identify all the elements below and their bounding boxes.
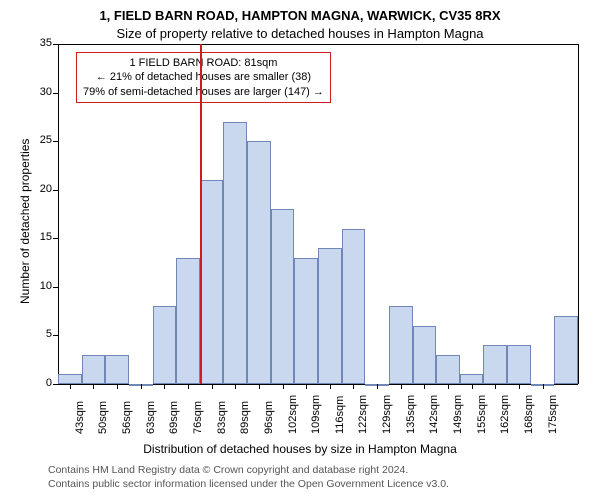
ytick-label: 35 — [22, 37, 52, 49]
xtick-label: 96sqm — [263, 401, 275, 434]
xtick-mark — [353, 384, 354, 389]
chart-container: { "chart": { "type": "histogram", "title… — [0, 0, 600, 500]
xtick-mark — [543, 384, 544, 389]
ytick-label: 30 — [22, 86, 52, 98]
xtick-mark — [141, 384, 142, 389]
footer-line2: Contains public sector information licen… — [48, 478, 449, 490]
xtick-label: 175sqm — [547, 395, 559, 434]
axis-line — [58, 44, 59, 384]
xtick-mark — [70, 384, 71, 389]
xtick-mark — [377, 384, 378, 389]
xtick-label: 56sqm — [121, 401, 133, 434]
annotation-line3: 79% of semi-detached houses are larger (… — [83, 85, 324, 99]
histogram-bar — [436, 355, 460, 384]
histogram-bar — [507, 345, 531, 384]
footer-line1: Contains HM Land Registry data © Crown c… — [48, 464, 408, 476]
xtick-mark — [235, 384, 236, 389]
ytick-mark — [53, 190, 58, 191]
histogram-bar — [223, 122, 247, 384]
xtick-mark — [93, 384, 94, 389]
xtick-label: 155sqm — [476, 395, 488, 434]
xtick-mark — [117, 384, 118, 389]
xtick-mark — [259, 384, 260, 389]
histogram-bar — [294, 258, 318, 384]
histogram-bar — [413, 326, 437, 384]
axis-line — [578, 44, 579, 384]
ytick-mark — [53, 384, 58, 385]
axis-line — [58, 44, 578, 45]
ytick-mark — [53, 335, 58, 336]
xtick-mark — [188, 384, 189, 389]
xtick-label: 129sqm — [381, 395, 393, 434]
histogram-bar — [554, 316, 578, 384]
xtick-label: 76sqm — [192, 401, 204, 434]
chart-subtitle: Size of property relative to detached ho… — [0, 26, 600, 41]
ytick-label: 15 — [22, 231, 52, 243]
xtick-label: 89sqm — [239, 401, 251, 434]
histogram-bar — [200, 180, 224, 384]
xtick-mark — [519, 384, 520, 389]
ytick-label: 5 — [22, 328, 52, 340]
xtick-label: 83sqm — [216, 401, 228, 434]
chart-title-address: 1, FIELD BARN ROAD, HAMPTON MAGNA, WARWI… — [0, 8, 600, 23]
xaxis-title: Distribution of detached houses by size … — [0, 442, 600, 456]
xtick-label: 162sqm — [499, 395, 511, 434]
xtick-label: 109sqm — [310, 395, 322, 434]
annotation-line1: 1 FIELD BARN ROAD: 81sqm — [83, 56, 324, 70]
ytick-label: 25 — [22, 134, 52, 146]
ytick-mark — [53, 44, 58, 45]
ytick-mark — [53, 141, 58, 142]
xtick-mark — [472, 384, 473, 389]
histogram-bar — [342, 229, 366, 384]
xtick-mark — [330, 384, 331, 389]
histogram-bar — [153, 306, 177, 384]
histogram-bar — [271, 209, 295, 384]
marker-line — [200, 44, 202, 384]
xtick-label: 69sqm — [168, 401, 180, 434]
ytick-label: 0 — [22, 377, 52, 389]
histogram-bar — [483, 345, 507, 384]
xtick-mark — [401, 384, 402, 389]
xtick-mark — [448, 384, 449, 389]
xtick-label: 43sqm — [74, 401, 86, 434]
xtick-mark — [164, 384, 165, 389]
histogram-bar — [318, 248, 342, 384]
ytick-mark — [53, 93, 58, 94]
xtick-label: 142sqm — [428, 395, 440, 434]
xtick-label: 63sqm — [145, 401, 157, 434]
ytick-label: 10 — [22, 280, 52, 292]
histogram-bar — [460, 374, 484, 384]
xtick-label: 122sqm — [357, 395, 369, 434]
xtick-mark — [212, 384, 213, 389]
ytick-label: 20 — [22, 183, 52, 195]
xtick-mark — [283, 384, 284, 389]
annotation-box: 1 FIELD BARN ROAD: 81sqm ← 21% of detach… — [76, 52, 331, 103]
xtick-label: 116sqm — [334, 396, 346, 434]
histogram-bar — [389, 306, 413, 384]
annotation-line2: ← 21% of detached houses are smaller (38… — [83, 70, 324, 84]
histogram-bar — [105, 355, 129, 384]
xtick-label: 168sqm — [523, 395, 535, 434]
xtick-mark — [424, 384, 425, 389]
histogram-bar — [82, 355, 106, 384]
ytick-mark — [53, 287, 58, 288]
xtick-label: 102sqm — [287, 395, 299, 434]
histogram-bar — [58, 374, 82, 384]
xtick-label: 149sqm — [452, 395, 464, 434]
xtick-label: 135sqm — [405, 395, 417, 434]
histogram-bar — [176, 258, 200, 384]
xtick-mark — [495, 384, 496, 389]
ytick-mark — [53, 238, 58, 239]
xtick-mark — [306, 384, 307, 389]
xtick-label: 50sqm — [97, 401, 109, 434]
histogram-bar — [247, 141, 271, 384]
